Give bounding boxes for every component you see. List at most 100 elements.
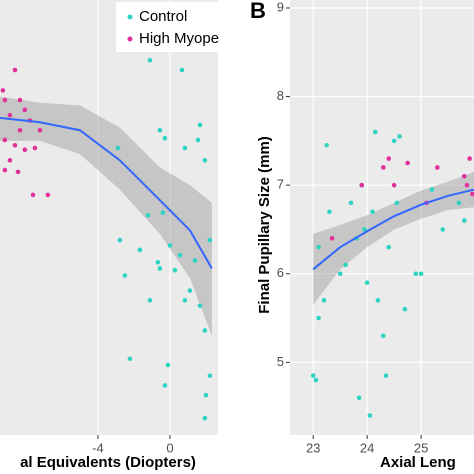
data-point: [2, 137, 8, 143]
legend-key: [127, 14, 133, 20]
y-tick-label: 5: [277, 354, 284, 369]
plot-background: [0, 0, 218, 435]
data-point: [165, 362, 171, 368]
confidence-band: [313, 171, 474, 305]
trend-line: [0, 116, 213, 269]
data-point: [127, 356, 133, 362]
data-point: [157, 266, 163, 271]
data-point: [348, 200, 354, 206]
y-tick-label: 6: [277, 265, 284, 280]
x-tick-label: 23: [306, 440, 320, 455]
legend-label: Control: [139, 8, 187, 25]
x-tick-label: 25: [414, 440, 428, 455]
data-point: [187, 288, 193, 293]
data-point: [202, 328, 208, 333]
data-point: [117, 237, 123, 243]
data-point: [324, 142, 329, 148]
data-point: [167, 243, 173, 248]
data-point: [145, 212, 151, 218]
data-point: [362, 227, 367, 232]
data-point: [160, 210, 166, 215]
data-point: [203, 392, 209, 398]
data-point: [197, 303, 203, 308]
data-point: [22, 147, 28, 153]
data-point: [17, 127, 23, 133]
data-point: [461, 174, 467, 179]
data-point: [162, 383, 168, 388]
data-point: [30, 192, 36, 198]
data-point: [207, 237, 213, 243]
data-point: [192, 258, 198, 263]
data-point: [2, 167, 8, 173]
data-point: [470, 191, 474, 197]
data-point: [381, 165, 386, 170]
data-point: [197, 122, 203, 128]
data-point: [182, 145, 188, 151]
data-point: [182, 298, 188, 303]
data-point: [343, 262, 348, 268]
data-point: [179, 67, 185, 73]
data-point: [405, 160, 410, 166]
legend-box: [116, 2, 248, 52]
x-tick-label: 0: [166, 440, 173, 455]
trend-line: [312, 188, 474, 271]
data-point: [177, 252, 183, 258]
legend-key: [127, 36, 133, 42]
y-tick-label: 7: [277, 177, 284, 192]
data-point: [15, 169, 21, 175]
data-point: [202, 415, 208, 421]
data-point: [12, 67, 18, 73]
data-point: [2, 97, 8, 103]
data-point: [394, 200, 400, 206]
data-point: [147, 57, 153, 63]
data-point: [372, 129, 378, 135]
data-point: [375, 298, 381, 303]
y-tick-label: 8: [277, 88, 284, 103]
data-point: [313, 377, 319, 383]
data-point: [383, 373, 389, 378]
data-point: [402, 306, 408, 312]
x-axis-label: al Equivalents (Diopters): [20, 454, 196, 471]
data-point: [464, 182, 470, 188]
data-point: [364, 280, 370, 285]
data-point: [435, 165, 440, 170]
data-point: [467, 156, 472, 161]
data-point: [356, 395, 362, 401]
data-point: [115, 145, 121, 151]
panel-label: B: [250, 0, 266, 23]
data-point: [195, 137, 201, 143]
data-point: [310, 373, 316, 378]
data-point: [391, 182, 397, 188]
data-point: [45, 192, 51, 198]
data-point: [32, 145, 38, 151]
data-point: [316, 315, 321, 321]
x-axis-label: Axial Leng: [380, 454, 456, 471]
data-point: [155, 259, 161, 265]
data-point: [337, 271, 343, 277]
data-point: [7, 112, 13, 118]
data-point: [381, 333, 386, 339]
x-tick-label: -4: [92, 440, 104, 455]
data-point: [327, 209, 332, 215]
data-point: [329, 236, 335, 241]
y-tick-label: 9: [277, 0, 284, 14]
data-point: [207, 373, 213, 378]
data-point: [413, 271, 419, 277]
data-point: [440, 227, 446, 232]
data-point: [22, 107, 28, 113]
y-axis-label: Final Pupillary Size (mm): [256, 136, 273, 314]
data-point: [17, 97, 23, 103]
data-point: [147, 298, 153, 303]
data-point: [370, 209, 375, 215]
data-point: [386, 244, 392, 250]
data-point: [461, 218, 467, 223]
data-point: [172, 267, 178, 273]
data-point: [122, 273, 128, 278]
x-tick-label: 24: [360, 440, 374, 455]
data-point: [397, 134, 402, 139]
data-point: [429, 187, 435, 192]
data-point: [367, 413, 373, 418]
data-point: [359, 182, 365, 188]
data-point: [7, 158, 13, 163]
